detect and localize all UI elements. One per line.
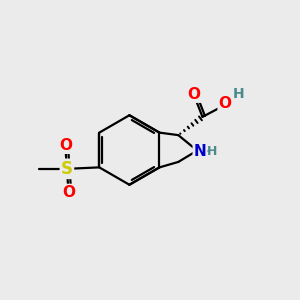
Text: O: O xyxy=(59,138,72,153)
Text: O: O xyxy=(219,96,232,111)
Text: N: N xyxy=(194,144,206,159)
Text: O: O xyxy=(188,87,201,102)
Text: H: H xyxy=(207,145,218,158)
Text: O: O xyxy=(62,185,75,200)
Text: S: S xyxy=(61,160,73,178)
Text: H: H xyxy=(233,88,245,101)
